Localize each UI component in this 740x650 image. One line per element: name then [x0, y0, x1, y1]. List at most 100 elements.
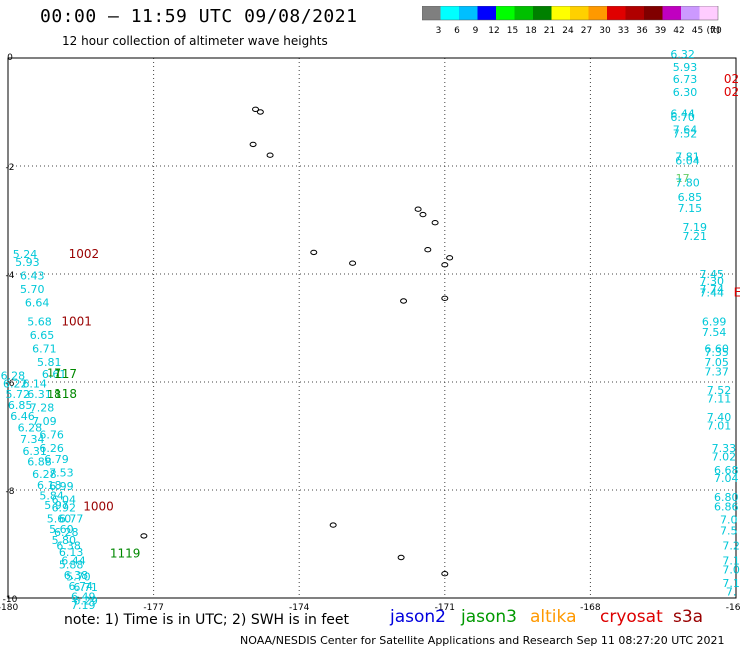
swh-label: 7.33	[712, 442, 737, 455]
x-tick-label: -177	[143, 603, 163, 612]
track-id-label: 117	[54, 367, 77, 381]
island-outline	[424, 247, 432, 253]
swh-label: 7.0	[722, 564, 740, 577]
swh-label: 6.70	[670, 111, 695, 124]
legend-cryosat: cryosat	[600, 607, 663, 627]
footer-credit: NOAA/NESDIS Center for Satellite Applica…	[240, 634, 725, 647]
swh-label: 17	[47, 367, 61, 380]
island-outline	[266, 152, 274, 158]
swh-label: 7.34	[20, 433, 45, 446]
swh-label: 6.65	[30, 329, 55, 342]
island-outline	[441, 295, 449, 301]
x-tick-label: -174	[289, 603, 310, 612]
swh-label: 7.44	[699, 287, 724, 300]
track-id-label: 1001	[61, 314, 92, 328]
swh-label: 6.22	[3, 377, 28, 390]
island-outline	[397, 554, 405, 561]
color-scale-label: 36	[636, 26, 648, 36]
swh-label: 17	[676, 172, 690, 185]
swh-label: 6.04	[52, 494, 77, 507]
swh-label: 7.64	[673, 124, 698, 137]
color-scale-label: 21	[544, 26, 555, 36]
swh-label: 7.	[726, 585, 737, 598]
island-outline	[446, 255, 454, 261]
footer-note: note: 1) Time is in UTC; 2) SWH is in fe…	[64, 612, 350, 628]
swh-label: 7.81	[675, 151, 700, 164]
color-scale-label: 24	[562, 26, 574, 36]
color-scale-label: 6	[454, 26, 460, 36]
island-outline	[329, 522, 337, 528]
swh-label: 6.31	[22, 445, 47, 458]
swh-label: 7.19	[682, 221, 707, 234]
swh-label: 6.76	[39, 429, 64, 442]
plot-frame	[7, 57, 737, 599]
swh-label: 6.71	[32, 342, 57, 355]
track-id-label: 021	[724, 72, 740, 86]
swh-label: 7.01	[707, 420, 732, 433]
swh-label: 5.88	[59, 558, 84, 571]
island-outline	[140, 533, 148, 539]
swh-label: 7.09	[32, 415, 57, 428]
swh-label: 5.81	[37, 356, 62, 369]
swh-label: 7.21	[682, 230, 707, 243]
swh-label: 6.77	[59, 512, 84, 525]
color-swatch-42	[662, 6, 681, 20]
swh-label: 5.68	[27, 315, 52, 328]
swh-label: 5.24	[13, 248, 38, 261]
swh-label: 7.80	[675, 177, 700, 190]
island-outline	[441, 571, 449, 577]
swh-label: 7.15	[678, 202, 703, 215]
color-swatch-36	[625, 6, 644, 20]
swh-label: 6.73	[673, 73, 698, 86]
color-scale-label: 18	[525, 26, 537, 36]
swh-label: 6.29	[73, 594, 98, 607]
swh-label: 7.5	[720, 524, 738, 537]
swh-label: 6.18	[37, 479, 62, 492]
swh-label: 6.44	[670, 107, 695, 120]
swh-label: 6.99	[702, 315, 727, 328]
island-outline	[431, 220, 439, 226]
swh-label: 5.70	[20, 283, 45, 296]
island-outline	[310, 249, 318, 256]
swh-label: 6.26	[39, 442, 64, 455]
swh-label: 7.74	[699, 283, 724, 296]
swh-label: 6.85	[8, 399, 33, 412]
swh-label: 7.40	[707, 411, 732, 424]
track-id-label: 1000	[83, 500, 114, 514]
swh-label: 6.28	[18, 422, 43, 435]
island-outline	[441, 262, 449, 268]
swh-label: 6.71	[73, 581, 98, 594]
swh-label: 7.2	[722, 539, 740, 552]
swh-label: 6.86	[714, 501, 739, 514]
swh-label: 6.80	[714, 491, 739, 504]
swh-label: 5.93	[15, 256, 40, 269]
island-outline	[414, 206, 422, 212]
swh-label: 6.99	[49, 480, 74, 493]
swh-label: 5.70	[66, 571, 91, 584]
track-id-label: 1002	[69, 247, 100, 261]
legend-altika: altika	[530, 607, 577, 627]
swh-label: 6.38	[56, 539, 81, 552]
swh-label: 7.0	[720, 513, 738, 526]
track-id-label: 1119	[110, 547, 141, 561]
swh-label: 5.72	[5, 388, 30, 401]
swh-label: 6.49	[71, 591, 96, 604]
swh-label: 7.52	[673, 127, 698, 140]
island-outline	[400, 298, 408, 304]
swh-label: 7.30	[699, 275, 724, 288]
swh-label: 6.28	[54, 526, 79, 539]
y-tick-label: -6	[6, 379, 15, 389]
legend-s3a: s3a	[673, 607, 704, 627]
color-scale-label: 70	[710, 26, 722, 36]
swh-label: 7.04	[714, 472, 739, 485]
island-outline	[419, 211, 427, 218]
swh-label: 6.13	[59, 546, 84, 559]
swh-label: 5.84	[39, 490, 64, 503]
swh-label: 6.79	[44, 453, 69, 466]
swh-label: 6.92	[52, 502, 77, 515]
swh-label: 7.05	[704, 356, 729, 369]
color-swatch-27	[570, 6, 589, 20]
swh-label: 5.80	[52, 534, 77, 547]
track-id-label: E	[734, 286, 740, 300]
swh-label: 6.85	[678, 191, 703, 204]
